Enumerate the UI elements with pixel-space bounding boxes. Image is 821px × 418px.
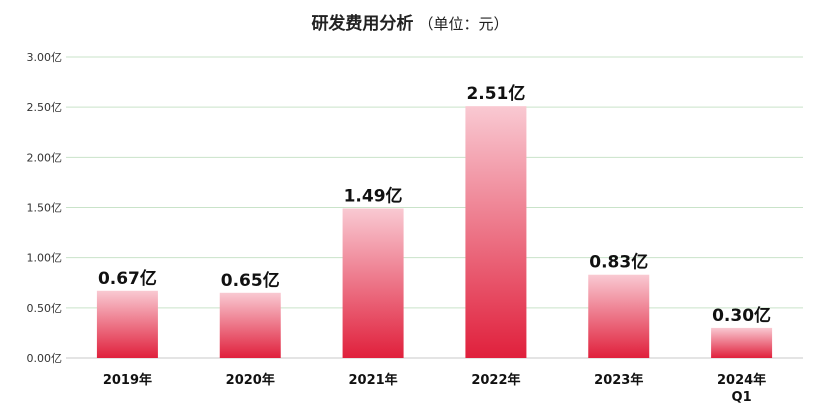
data-label: 0.30亿 [712, 305, 771, 326]
data-label: 0.67亿 [98, 268, 157, 289]
data-labels: 0.67亿 0.65亿 1.49亿 2.51亿 0.83亿 0.30亿 [98, 83, 771, 326]
data-label: 1.49亿 [344, 186, 403, 207]
x-tick-label: 2020年 [226, 372, 275, 388]
bar [342, 208, 404, 358]
bar [711, 327, 773, 358]
x-tick-label: 2023年 [594, 372, 643, 388]
chart-title-unit: （单位：元） [419, 15, 509, 33]
bar [588, 274, 650, 358]
y-tick-label: 0.50亿 [27, 302, 63, 315]
data-label: 2.51亿 [466, 83, 525, 104]
x-tick-label: 2022年 [471, 372, 520, 388]
x-tick-label: 2024年 Q1 [717, 372, 766, 405]
y-axis-ticks: 0.00亿 0.50亿 1.00亿 1.50亿 2.00亿 2.50亿 3.00亿 [27, 51, 63, 365]
x-axis-ticks: 2019年 2020年 2021年 2022年 2023年 2024年 Q1 [103, 372, 766, 405]
bar [465, 106, 527, 358]
y-tick-label: 0.00亿 [27, 352, 63, 365]
gridlines [66, 56, 803, 359]
y-tick-label: 3.00亿 [27, 51, 63, 64]
y-tick-label: 1.50亿 [27, 202, 63, 215]
chart-title-main: 研发费用分析 [311, 13, 413, 34]
y-tick-label: 1.00亿 [27, 252, 63, 265]
x-tick-label: 2019年 [103, 372, 152, 388]
y-tick-label: 2.50亿 [27, 101, 63, 114]
bars [96, 106, 773, 358]
bar [96, 290, 158, 358]
bar [219, 292, 281, 358]
x-tick-label: 2021年 [348, 372, 397, 388]
chart-title: 研发费用分析 （单位：元） [311, 13, 508, 34]
data-label: 0.65亿 [221, 270, 280, 291]
y-tick-label: 2.00亿 [27, 151, 63, 164]
data-label: 0.83亿 [589, 252, 648, 273]
